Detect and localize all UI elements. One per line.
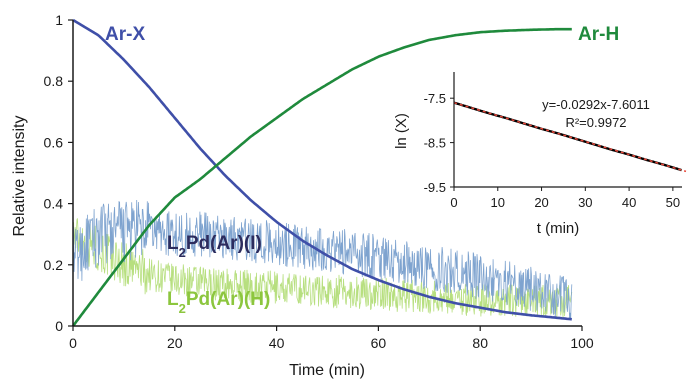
y-tick-label: 0 [55, 318, 63, 334]
x-tick-label: 60 [371, 335, 387, 351]
series-line-l2pd-ar-h [73, 218, 573, 319]
inset-background [454, 72, 686, 187]
x-tick-label: 0 [69, 335, 77, 351]
label-l2pd-ar-h: L2Pd(Ar)(H) [167, 289, 270, 316]
inset-y-tick-label: -7.5 [424, 91, 446, 106]
inset-x-tick-label: 30 [578, 195, 592, 210]
inset-y-axis-label: ln (X) [393, 113, 410, 149]
inset-x-tick-label: 50 [666, 195, 680, 210]
y-tick-label: 0.4 [44, 196, 64, 212]
inset-fit-line [453, 101, 687, 173]
inset-r-squared: R²=0.9972 [565, 115, 626, 130]
inset-data-line [453, 101, 682, 172]
inset-x-tick-label: 20 [534, 195, 548, 210]
x-axis-label: Time (min) [289, 362, 365, 379]
inset-x-axis-label: t (min) [537, 220, 580, 237]
y-tick-label: 0.6 [44, 134, 64, 150]
label-ar-x: Ar-X [105, 24, 145, 45]
inset-equation: y=-0.0292x-7.6011 [542, 97, 650, 112]
y-tick-label: 0.8 [44, 73, 64, 89]
y-axis-label: Relative intensity [11, 116, 28, 237]
x-tick-label: 80 [472, 335, 488, 351]
label-ar-h: Ar-H [578, 24, 619, 45]
x-tick-label: 20 [167, 335, 183, 351]
series-line-ar-h [71, 27, 572, 327]
inset-x-tick-label: 40 [622, 195, 636, 210]
y-tick-label: 0.2 [44, 257, 64, 273]
inset-x-tick-label: 10 [491, 195, 505, 210]
x-tick-label: 40 [269, 335, 285, 351]
y-tick-label: 1 [55, 12, 63, 28]
inset-plot: 0 10 20 30 40 50 -7.5 -8.5 -9.5 t (min) ln (X) y=-0… [393, 72, 687, 237]
label-l2pd-ar-i: L2Pd(Ar)(I) [167, 233, 262, 260]
inset-y-tick-label: -8.5 [424, 136, 446, 151]
inset-x-tick-label: 0 [450, 195, 457, 210]
inset-y-tick-label: -9.5 [424, 180, 446, 195]
series-line-ar-x [72, 18, 572, 321]
x-tick-label: 100 [570, 335, 594, 351]
